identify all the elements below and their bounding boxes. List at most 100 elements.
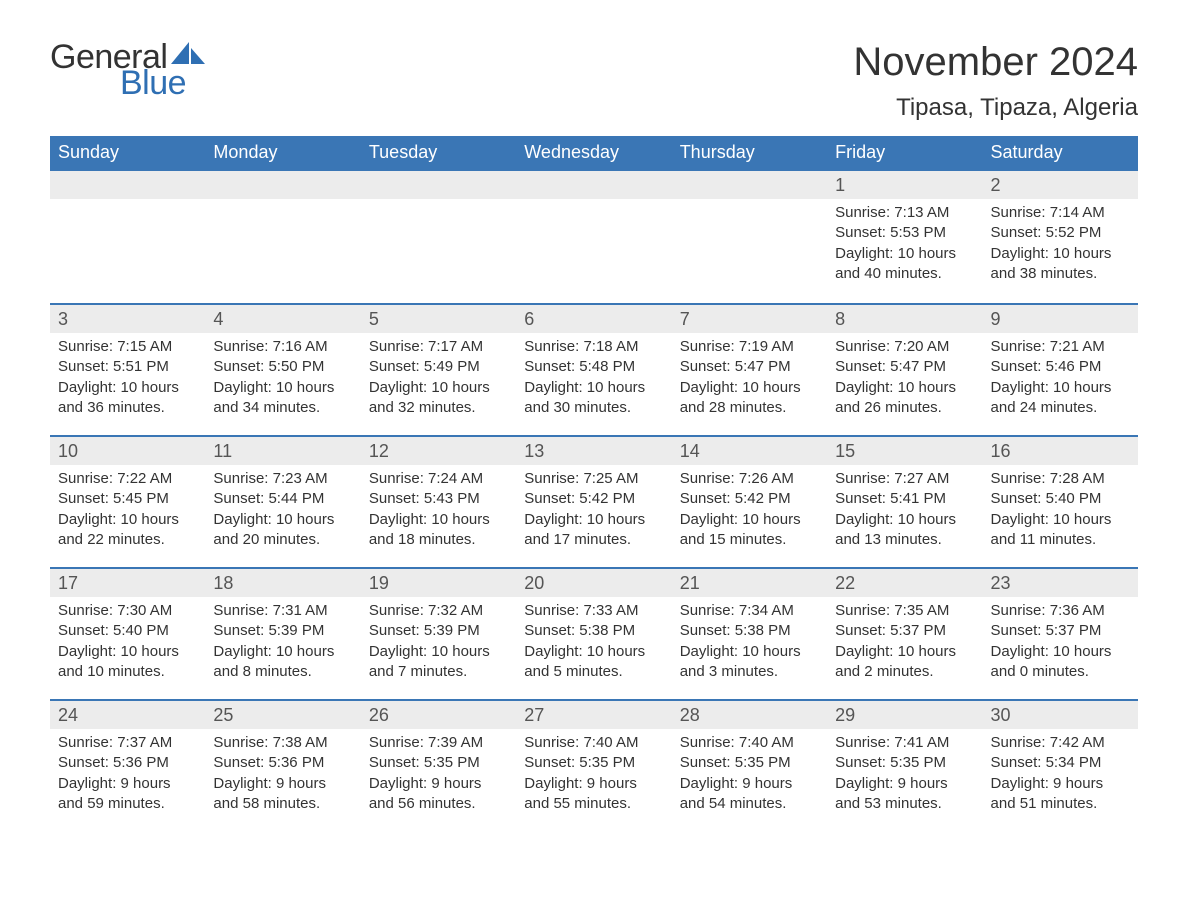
day-number: 10 xyxy=(50,437,205,465)
calendar-day: 29Sunrise: 7:41 AMSunset: 5:35 PMDayligh… xyxy=(827,701,982,831)
calendar-day: 20Sunrise: 7:33 AMSunset: 5:38 PMDayligh… xyxy=(516,569,671,699)
day-number: 23 xyxy=(983,569,1138,597)
daylight-text: Daylight: 10 hours and 40 minutes. xyxy=(835,244,974,285)
calendar-day: 15Sunrise: 7:27 AMSunset: 5:41 PMDayligh… xyxy=(827,437,982,567)
day-details: Sunrise: 7:24 AMSunset: 5:43 PMDaylight:… xyxy=(361,465,516,562)
sunset-text: Sunset: 5:38 PM xyxy=(680,621,819,641)
day-details: Sunrise: 7:18 AMSunset: 5:48 PMDaylight:… xyxy=(516,333,671,430)
daylight-text: Daylight: 10 hours and 0 minutes. xyxy=(991,642,1130,683)
header: General Blue November 2024 Tipasa, Tipaz… xyxy=(50,40,1138,122)
day-details: Sunrise: 7:35 AMSunset: 5:37 PMDaylight:… xyxy=(827,597,982,694)
day-details xyxy=(205,199,360,215)
day-details: Sunrise: 7:39 AMSunset: 5:35 PMDaylight:… xyxy=(361,729,516,826)
calendar-day: 2Sunrise: 7:14 AMSunset: 5:52 PMDaylight… xyxy=(983,171,1138,303)
day-number: 22 xyxy=(827,569,982,597)
calendar-day-empty xyxy=(50,171,205,303)
sunset-text: Sunset: 5:43 PM xyxy=(369,489,508,509)
sunset-text: Sunset: 5:39 PM xyxy=(213,621,352,641)
month-title: November 2024 xyxy=(853,40,1138,84)
day-details xyxy=(672,199,827,215)
daylight-text: Daylight: 10 hours and 7 minutes. xyxy=(369,642,508,683)
daylight-text: Daylight: 9 hours and 51 minutes. xyxy=(991,774,1130,815)
calendar-grid: SundayMondayTuesdayWednesdayThursdayFrid… xyxy=(50,136,1138,831)
sunrise-text: Sunrise: 7:40 AM xyxy=(524,733,663,753)
sunset-text: Sunset: 5:37 PM xyxy=(835,621,974,641)
sunrise-text: Sunrise: 7:41 AM xyxy=(835,733,974,753)
weekday-header: Wednesday xyxy=(516,136,671,171)
day-number: 17 xyxy=(50,569,205,597)
day-number: 9 xyxy=(983,305,1138,333)
calendar-day-empty xyxy=(361,171,516,303)
day-details: Sunrise: 7:20 AMSunset: 5:47 PMDaylight:… xyxy=(827,333,982,430)
day-number: 7 xyxy=(672,305,827,333)
sunset-text: Sunset: 5:44 PM xyxy=(213,489,352,509)
sunset-text: Sunset: 5:40 PM xyxy=(991,489,1130,509)
sunset-text: Sunset: 5:50 PM xyxy=(213,357,352,377)
sunset-text: Sunset: 5:35 PM xyxy=(835,753,974,773)
day-details: Sunrise: 7:38 AMSunset: 5:36 PMDaylight:… xyxy=(205,729,360,826)
calendar-week: 17Sunrise: 7:30 AMSunset: 5:40 PMDayligh… xyxy=(50,567,1138,699)
calendar-day: 3Sunrise: 7:15 AMSunset: 5:51 PMDaylight… xyxy=(50,305,205,435)
day-details: Sunrise: 7:23 AMSunset: 5:44 PMDaylight:… xyxy=(205,465,360,562)
sunrise-text: Sunrise: 7:42 AM xyxy=(991,733,1130,753)
sunrise-text: Sunrise: 7:37 AM xyxy=(58,733,197,753)
calendar-day: 1Sunrise: 7:13 AMSunset: 5:53 PMDaylight… xyxy=(827,171,982,303)
day-number: 2 xyxy=(983,171,1138,199)
daylight-text: Daylight: 9 hours and 54 minutes. xyxy=(680,774,819,815)
calendar-day-empty xyxy=(672,171,827,303)
day-number xyxy=(205,171,360,199)
day-number: 5 xyxy=(361,305,516,333)
daylight-text: Daylight: 9 hours and 53 minutes. xyxy=(835,774,974,815)
day-number: 1 xyxy=(827,171,982,199)
sunset-text: Sunset: 5:35 PM xyxy=(369,753,508,773)
sunset-text: Sunset: 5:41 PM xyxy=(835,489,974,509)
daylight-text: Daylight: 10 hours and 17 minutes. xyxy=(524,510,663,551)
daylight-text: Daylight: 10 hours and 18 minutes. xyxy=(369,510,508,551)
day-number: 14 xyxy=(672,437,827,465)
sunrise-text: Sunrise: 7:31 AM xyxy=(213,601,352,621)
calendar-day: 12Sunrise: 7:24 AMSunset: 5:43 PMDayligh… xyxy=(361,437,516,567)
daylight-text: Daylight: 10 hours and 28 minutes. xyxy=(680,378,819,419)
sunset-text: Sunset: 5:49 PM xyxy=(369,357,508,377)
sunset-text: Sunset: 5:36 PM xyxy=(58,753,197,773)
daylight-text: Daylight: 10 hours and 24 minutes. xyxy=(991,378,1130,419)
sunrise-text: Sunrise: 7:14 AM xyxy=(991,203,1130,223)
day-number: 20 xyxy=(516,569,671,597)
sunrise-text: Sunrise: 7:21 AM xyxy=(991,337,1130,357)
calendar-day: 23Sunrise: 7:36 AMSunset: 5:37 PMDayligh… xyxy=(983,569,1138,699)
calendar-week: 24Sunrise: 7:37 AMSunset: 5:36 PMDayligh… xyxy=(50,699,1138,831)
day-number: 25 xyxy=(205,701,360,729)
sunset-text: Sunset: 5:51 PM xyxy=(58,357,197,377)
sunrise-text: Sunrise: 7:33 AM xyxy=(524,601,663,621)
day-details: Sunrise: 7:34 AMSunset: 5:38 PMDaylight:… xyxy=(672,597,827,694)
day-details xyxy=(516,199,671,215)
sunset-text: Sunset: 5:47 PM xyxy=(680,357,819,377)
sunrise-text: Sunrise: 7:32 AM xyxy=(369,601,508,621)
day-number: 18 xyxy=(205,569,360,597)
weekday-header-row: SundayMondayTuesdayWednesdayThursdayFrid… xyxy=(50,136,1138,171)
day-number xyxy=(516,171,671,199)
day-number: 8 xyxy=(827,305,982,333)
daylight-text: Daylight: 10 hours and 38 minutes. xyxy=(991,244,1130,285)
day-number: 3 xyxy=(50,305,205,333)
day-number: 19 xyxy=(361,569,516,597)
calendar-day: 7Sunrise: 7:19 AMSunset: 5:47 PMDaylight… xyxy=(672,305,827,435)
sunset-text: Sunset: 5:35 PM xyxy=(680,753,819,773)
daylight-text: Daylight: 9 hours and 56 minutes. xyxy=(369,774,508,815)
sunrise-text: Sunrise: 7:24 AM xyxy=(369,469,508,489)
weekday-header: Monday xyxy=(205,136,360,171)
sunset-text: Sunset: 5:35 PM xyxy=(524,753,663,773)
day-number: 15 xyxy=(827,437,982,465)
weekday-header: Sunday xyxy=(50,136,205,171)
calendar-day: 26Sunrise: 7:39 AMSunset: 5:35 PMDayligh… xyxy=(361,701,516,831)
daylight-text: Daylight: 10 hours and 32 minutes. xyxy=(369,378,508,419)
day-number xyxy=(361,171,516,199)
sunrise-text: Sunrise: 7:15 AM xyxy=(58,337,197,357)
sunset-text: Sunset: 5:45 PM xyxy=(58,489,197,509)
day-details: Sunrise: 7:28 AMSunset: 5:40 PMDaylight:… xyxy=(983,465,1138,562)
calendar-page: General Blue November 2024 Tipasa, Tipaz… xyxy=(0,0,1188,881)
day-details: Sunrise: 7:40 AMSunset: 5:35 PMDaylight:… xyxy=(516,729,671,826)
day-details: Sunrise: 7:19 AMSunset: 5:47 PMDaylight:… xyxy=(672,333,827,430)
sunset-text: Sunset: 5:48 PM xyxy=(524,357,663,377)
calendar-week: 10Sunrise: 7:22 AMSunset: 5:45 PMDayligh… xyxy=(50,435,1138,567)
